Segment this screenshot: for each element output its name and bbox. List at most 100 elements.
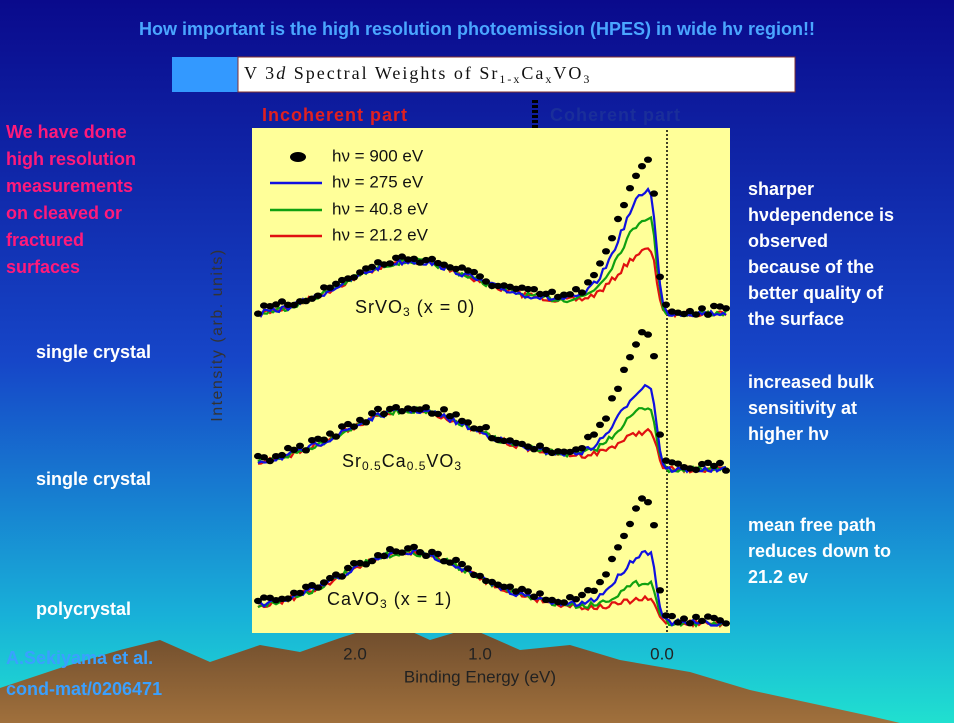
spectrum-dot: [650, 522, 658, 528]
spectrum-dot: [644, 499, 652, 505]
spectrum-dot: [608, 395, 616, 401]
spectrum-dot: [656, 431, 664, 437]
spectrum-dot: [614, 386, 622, 392]
spectrum-dot: [536, 443, 544, 449]
spectrum-dot: [644, 331, 652, 337]
sample-label: Sr0.5Ca0.5VO3: [342, 451, 462, 473]
note-line: increased bulk: [748, 372, 875, 392]
spectrum-dot: [596, 579, 604, 585]
spectrum-dot: [458, 561, 466, 567]
spectrum-dot: [266, 458, 274, 464]
note-line: sharper: [748, 179, 814, 199]
slide: How important is the high resolution pho…: [0, 0, 954, 723]
spectrum-dot: [338, 573, 346, 579]
spectrum-dot: [716, 460, 724, 466]
spectrum-dot: [434, 411, 442, 417]
spectrum-dot: [302, 447, 310, 453]
spectrum-dot: [506, 584, 514, 590]
banner-text: V 3d Spectral Weights of Sr1-xCaxVO3: [244, 63, 591, 86]
spectrum-dot: [602, 571, 610, 577]
spectrum-dot: [692, 311, 700, 317]
banner-part: 3: [583, 72, 591, 86]
spectrum-dot: [278, 452, 286, 458]
sample-part: VO: [426, 451, 454, 471]
spectrum-dot: [344, 565, 352, 571]
spectrum-dot: [482, 424, 490, 430]
spectrum-dot: [626, 185, 634, 191]
spectrum-dot: [614, 216, 622, 222]
spectrum-dot: [626, 354, 634, 360]
sample-part: 3: [380, 597, 388, 611]
spectrum-dot: [380, 553, 388, 559]
spectrum-dot: [668, 613, 676, 619]
spectrum-dot: [284, 595, 292, 601]
spectrum-dot: [470, 269, 478, 275]
page: How important is the high resolution pho…: [0, 0, 954, 723]
sample-part: (x = 0): [411, 297, 476, 317]
spectrum-dot: [602, 248, 610, 254]
sample-part: 3: [454, 459, 462, 473]
spectrum-dot: [656, 274, 664, 280]
spectrum-dot: [608, 235, 616, 241]
spectrum-dot: [254, 311, 262, 317]
spectrum-dot: [320, 579, 328, 585]
note-line: measurements: [6, 176, 133, 196]
sample-part: SrVO: [355, 297, 403, 317]
plot-area: [252, 128, 730, 633]
spectrum-dot: [320, 437, 328, 443]
spectrum-dot: [350, 423, 358, 429]
spectrum-dot: [620, 202, 628, 208]
legend-text: hν = 900 eV: [332, 146, 424, 165]
spectrum-dot: [440, 406, 448, 412]
note-line: on cleaved or: [6, 203, 122, 223]
spectrum-dot: [626, 521, 634, 527]
spectrum-dot: [650, 190, 658, 196]
note-line: sensitivity at: [748, 398, 857, 418]
sample-part: Ca: [382, 451, 407, 471]
spectrum-dot: [530, 286, 538, 292]
spectrum-dot: [608, 556, 616, 562]
spectrum-dot: [314, 584, 322, 590]
sample-type: polycrystal: [36, 599, 131, 619]
x-tick-label: 2.0: [343, 644, 367, 663]
spectrum-dot: [584, 279, 592, 285]
banner-part: d: [276, 63, 287, 83]
note-line: We have done: [6, 122, 127, 142]
note-line: 21.2 ev: [748, 567, 808, 587]
spectrum-dot: [374, 406, 382, 412]
reference-line: cond-mat/0206471: [6, 679, 162, 699]
spectrum-dot: [314, 293, 322, 299]
spectrum-dot: [398, 549, 406, 555]
note-line: the surface: [748, 309, 844, 329]
spectrum-dot: [476, 573, 484, 579]
y-axis-label: Intensity (arb. units): [209, 248, 226, 422]
banner-part: Spectral Weights of Sr: [287, 63, 499, 83]
spectrum-dot: [332, 433, 340, 439]
sample-part: Sr: [342, 451, 362, 471]
spectrum-dot: [572, 596, 580, 602]
note-line: high resolution: [6, 149, 136, 169]
spectrum-dot: [368, 410, 376, 416]
sample-type: single crystal: [36, 469, 151, 489]
spectrum-dot: [380, 411, 388, 417]
legend-text: hν = 275 eV: [332, 172, 424, 191]
x-tick-label: 0.0: [650, 644, 674, 663]
spectrum-dot: [632, 505, 640, 511]
note-line: surfaces: [6, 257, 80, 277]
reference-line: A.Sekiyama et al.: [6, 648, 153, 668]
spectrum-dot: [686, 620, 694, 626]
spectrum-dot: [650, 353, 658, 359]
coherent-label: Coherent part: [550, 105, 681, 125]
spectrum-dot: [644, 157, 652, 163]
spectrum-dot: [296, 590, 304, 596]
spectrum-dot: [386, 260, 394, 266]
spectrum-dot: [662, 302, 670, 308]
spectrum-dot: [578, 445, 586, 451]
spectrum-dot: [368, 558, 376, 564]
spectrum-dot: [464, 419, 472, 425]
note-line: higher hν: [748, 424, 829, 444]
spectrum-dot: [692, 467, 700, 473]
note-line: hνdependence is: [748, 205, 894, 225]
banner-part: Ca: [521, 63, 545, 83]
spectrum-dot: [362, 419, 370, 425]
